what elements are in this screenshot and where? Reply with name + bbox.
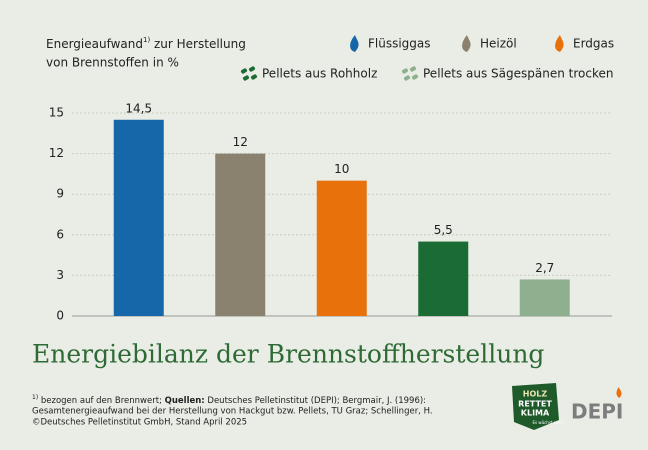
legend-icon [409, 66, 417, 72]
legend-icon [240, 68, 248, 74]
footnote-text: Deutsches Pelletinstitut (DEPI); Bergmai… [205, 396, 426, 406]
y-label-text: zur Herstellung [150, 37, 246, 51]
holz-logo: HOLZ RETTET KLIMA Es wächst nach [512, 383, 564, 430]
logo-tag: Es wächst nach [533, 420, 564, 425]
y-tick-label: 15 [49, 106, 64, 120]
legend-label: Erdgas [573, 37, 614, 51]
logo-text: RETTET [518, 400, 552, 409]
footnote: ©Deutsches Pelletinstitut GmbH, Stand Ap… [32, 418, 247, 428]
y-axis-label: Energieaufwand1) zur Herstellung [46, 36, 246, 51]
legend-icon [403, 75, 411, 81]
footnote: 1) bezogen auf den Brennwert; Quellen: D… [32, 394, 426, 406]
logo-text: HOLZ [523, 390, 548, 399]
legend-icon [350, 35, 359, 52]
bar [215, 153, 266, 316]
value-label: 5,5 [434, 223, 453, 237]
logo-shape [512, 383, 559, 430]
footnote-text: bezogen auf den Brennwert; [38, 396, 164, 406]
value-label: 14,5 [125, 101, 152, 115]
bar [519, 279, 570, 316]
legend-label: Heizöl [480, 37, 517, 51]
y-tick-label: 0 [56, 309, 64, 323]
legend-label: Pellets aus Rohholz [262, 67, 377, 81]
y-label-text: Energieaufwand [46, 37, 143, 51]
y-tick-label: 6 [56, 227, 64, 241]
legend-icon [411, 74, 419, 80]
legend-label: Flüssiggas [368, 37, 431, 51]
footnote-sup: 1) [32, 394, 38, 401]
footnote: Gesamtenergieaufwand bei der Herstellung… [32, 407, 433, 417]
y-tick-label: 9 [56, 187, 64, 201]
chart-title: Energiebilanz der Brennstoffherstellung [32, 340, 544, 369]
y-tick-label: 3 [56, 268, 64, 282]
y-axis-label: von Brennstoffen in % [46, 56, 179, 70]
value-label: 2,7 [535, 261, 554, 275]
legend-icon [242, 75, 250, 81]
bar [113, 119, 164, 317]
value-label: 12 [233, 135, 248, 149]
legend-icon [401, 68, 409, 74]
legend-icon [248, 66, 256, 72]
legend-icon [250, 74, 258, 80]
value-label: 10 [334, 162, 349, 176]
y-tick-label: 12 [49, 146, 64, 160]
legend-icon [555, 35, 564, 52]
bar [418, 241, 469, 316]
y-label-sup: 1) [143, 36, 150, 44]
logo-text: KLIMA [521, 409, 550, 418]
legend-label: Pellets aus Sägespänen trocken [423, 67, 613, 81]
legend-icon [462, 35, 471, 52]
footnote-bold: Quellen: [165, 396, 205, 406]
depi-logo: DEPI [571, 400, 623, 424]
bar [316, 180, 367, 316]
depi-flame [616, 387, 622, 398]
